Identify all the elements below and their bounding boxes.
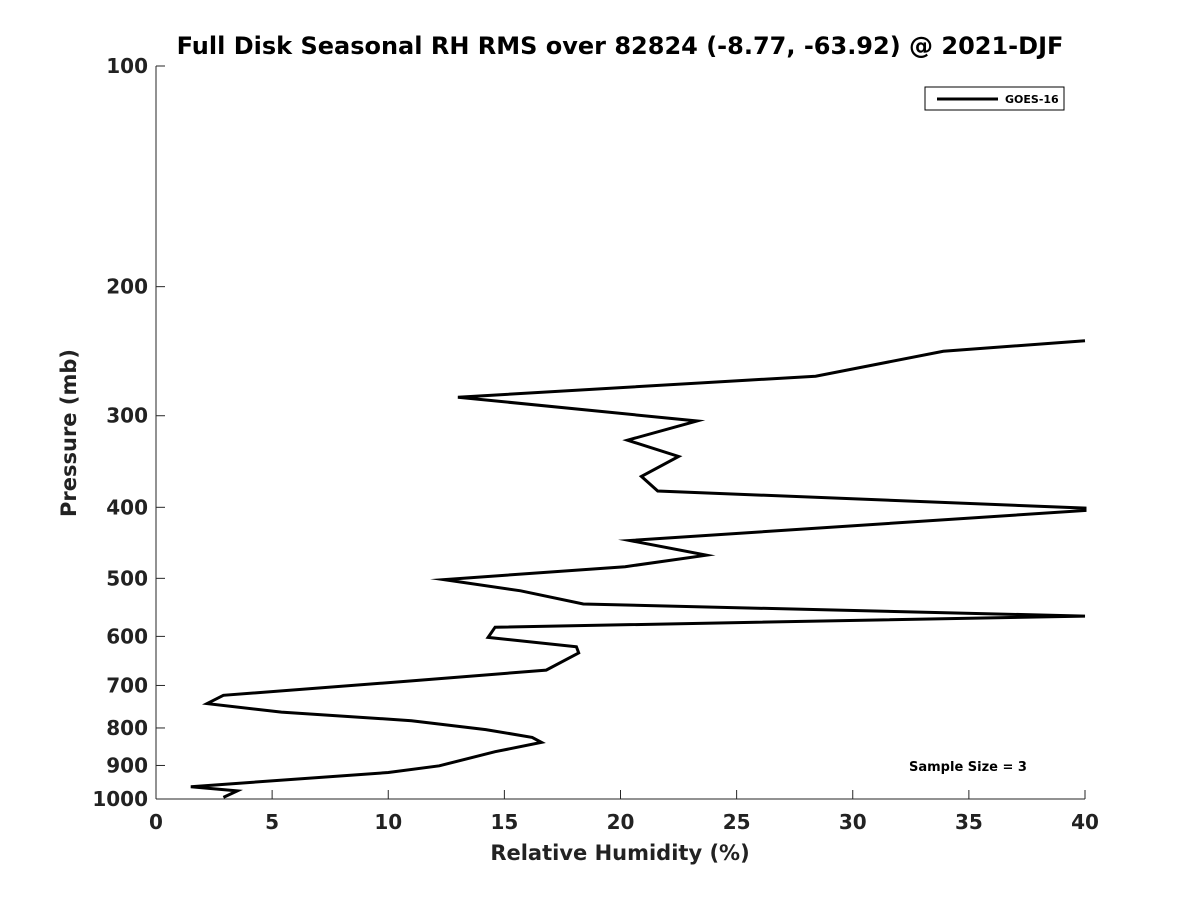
series-layer	[190, 339, 1087, 799]
y-axis-label: Pressure (mb)	[57, 349, 81, 517]
y-tick-label: 200	[106, 275, 148, 299]
y-tick-label: 700	[106, 673, 148, 697]
x-axis-label: Relative Humidity (%)	[490, 841, 749, 865]
x-tick-label: 20	[607, 810, 635, 834]
sample-size-annotation: Sample Size = 3	[909, 760, 1027, 775]
y-tick-label: 1000	[92, 787, 148, 811]
y-tick-label: 400	[106, 495, 148, 519]
y-tick-label: 300	[106, 404, 148, 428]
x-tick-label: 5	[265, 810, 279, 834]
x-axis-ticks: 0 5 10 15 20 25 30 35 40	[149, 790, 1099, 834]
y-tick-label: 600	[106, 624, 148, 648]
x-tick-label: 10	[374, 810, 402, 834]
chart-title: Full Disk Seasonal RH RMS over 82824 (-8…	[177, 32, 1064, 60]
x-tick-label: 40	[1071, 810, 1099, 834]
y-tick-label: 900	[106, 753, 148, 777]
y-tick-label: 500	[106, 566, 148, 590]
legend: GOES-16	[924, 86, 1065, 111]
x-tick-label: 30	[839, 810, 867, 834]
y-axis-ticks: 100 200 300 400 500 600 700 800 900 1000	[92, 54, 165, 811]
x-tick-label: 35	[955, 810, 983, 834]
x-tick-label: 0	[149, 810, 163, 834]
x-tick-label: 25	[723, 810, 751, 834]
series-line-goes-16	[190, 339, 1087, 799]
x-tick-label: 15	[490, 810, 518, 834]
y-tick-label: 800	[106, 716, 148, 740]
y-tick-label: 100	[106, 54, 148, 78]
legend-label-goes-16: GOES-16	[1005, 93, 1059, 106]
